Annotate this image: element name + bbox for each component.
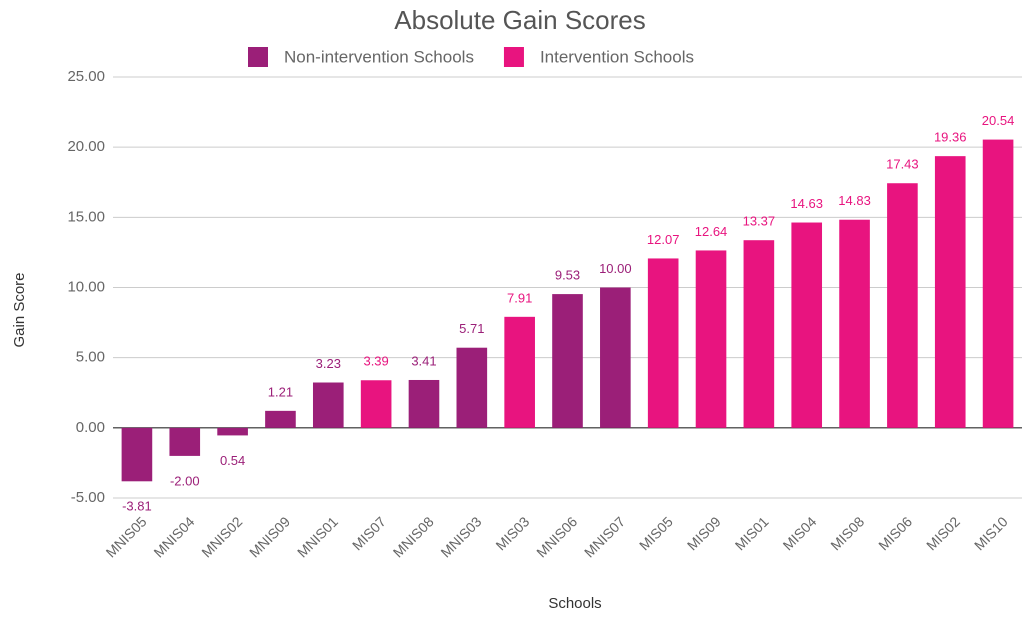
x-tick-label: MNIS01 (294, 513, 341, 560)
data-label: 13.37 (743, 214, 776, 229)
chart-title: Absolute Gain Scores (394, 5, 645, 35)
legend-label: Non-intervention Schools (284, 47, 474, 66)
x-tick-label: MNIS09 (246, 513, 293, 560)
y-tick-label: 20.00 (67, 138, 105, 155)
data-label: -3.81 (122, 499, 152, 514)
data-label: 5.71 (459, 321, 484, 336)
data-label: -2.00 (170, 473, 200, 488)
data-label: 14.83 (838, 193, 871, 208)
bar (743, 240, 775, 428)
bar (600, 287, 631, 428)
data-label: 3.23 (316, 356, 341, 371)
data-label: 10.00 (599, 261, 632, 276)
y-tick-label: 10.00 (67, 278, 105, 295)
data-label: 7.91 (507, 290, 532, 305)
data-label: 20.54 (982, 113, 1015, 128)
data-label: 14.63 (790, 196, 823, 211)
bar (982, 139, 1014, 428)
data-label: 17.43 (886, 157, 919, 172)
x-tick-label: MIS08 (827, 513, 867, 553)
data-label: 0.54 (220, 453, 245, 468)
legend-label: Intervention Schools (540, 47, 694, 66)
x-tick-label: MIS05 (636, 513, 676, 553)
x-tick-label: MIS01 (732, 513, 772, 553)
x-tick-label: MNIS06 (533, 513, 580, 560)
bar (408, 379, 440, 428)
legend-swatch (503, 47, 524, 67)
data-label: 12.07 (647, 232, 680, 247)
x-tick-label: MNIS03 (437, 513, 484, 560)
data-label: 12.64 (695, 224, 728, 239)
x-tick-label: MNIS02 (198, 513, 245, 560)
bar (169, 427, 201, 456)
bar (791, 222, 823, 428)
bar (504, 316, 535, 428)
x-tick-label: MNIS04 (150, 513, 197, 560)
y-tick-label: -5.00 (71, 489, 105, 506)
x-tick-label: MIS09 (684, 513, 724, 553)
x-tick-label: MIS03 (492, 513, 532, 553)
y-tick-label: 5.00 (76, 349, 105, 366)
y-tick-label: 25.00 (67, 68, 105, 85)
legend-swatch (248, 47, 268, 67)
bar (265, 410, 296, 428)
bar (217, 427, 248, 436)
bar (695, 250, 727, 428)
bar (312, 382, 344, 428)
x-tick-label: MIS06 (875, 513, 915, 553)
x-tick-label: MNIS07 (581, 513, 628, 560)
y-tick-label: 0.00 (76, 419, 105, 436)
bar (887, 183, 918, 428)
data-label: 1.21 (268, 384, 293, 399)
data-label: 19.36 (934, 130, 967, 145)
x-tick-label: MIS02 (923, 513, 963, 553)
bar (456, 347, 488, 428)
data-label: 3.41 (411, 353, 436, 368)
y-axis-title: Gain Score (11, 272, 28, 347)
data-label: 3.39 (363, 354, 388, 369)
x-tick-label: MIS07 (349, 513, 389, 553)
bar (934, 156, 966, 428)
bar (121, 427, 153, 482)
x-tick-label: MNIS08 (390, 513, 437, 560)
x-tick-label: MIS04 (780, 513, 820, 553)
x-axis-title: Schools (548, 595, 601, 612)
bar (552, 294, 583, 428)
x-tick-label: MNIS05 (103, 513, 150, 560)
bar (360, 380, 392, 428)
data-label: 9.53 (555, 268, 580, 283)
x-tick-label: MIS10 (971, 513, 1011, 553)
y-tick-label: 15.00 (67, 208, 105, 225)
bar (647, 258, 679, 428)
bar (839, 219, 870, 428)
